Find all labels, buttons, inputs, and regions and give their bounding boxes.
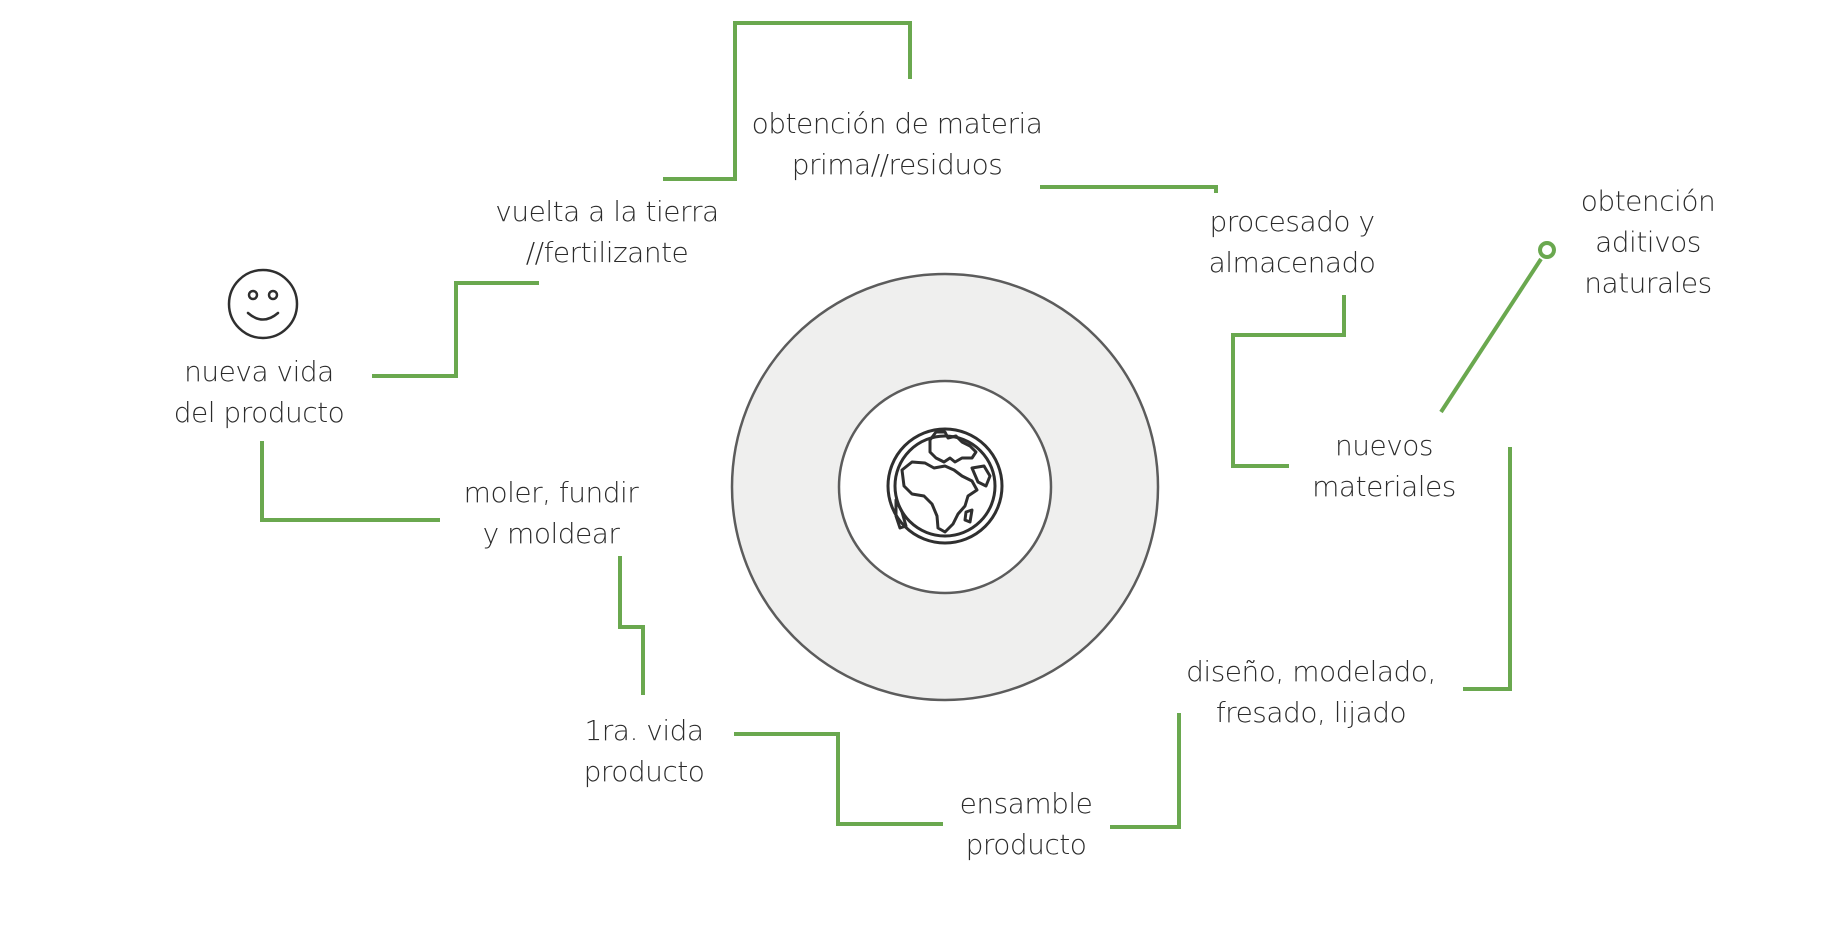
label-design-line-2: fresado, lijado [1215,696,1407,729]
connector-return-to-raw [663,21,912,181]
smiley-face-icon [227,268,299,340]
label-new-materials: nuevos materiales [1312,425,1456,507]
label-new-life: nueva vida del producto [174,351,345,433]
label-new-life-line-1: nueva vida [184,355,334,388]
connector-grind-to-new-life [260,441,440,522]
connector-additives [1439,257,1543,414]
label-design-line-1: diseño, modelado, [1186,655,1436,688]
label-processing-line-2: almacenado [1208,246,1376,279]
label-processing: procesado y almacenado [1209,201,1376,283]
inner-ring [837,379,1053,595]
label-return-to-earth-line-1: vuelta a la tierra [495,195,719,228]
label-raw-material: obtención de materia prima//residuos [752,103,1043,185]
label-first-life-line-2: producto [583,755,705,788]
label-first-life-line-1: 1ra. vida [584,714,704,747]
label-grind: moler, fundir y moldear [464,472,639,554]
connector-additives-endpoint [1538,241,1556,259]
label-new-materials-line-2: materiales [1312,470,1456,503]
label-additives-line-1: obtención [1580,184,1716,218]
connector-new-materials-to-design [1463,447,1512,691]
label-new-life-line-2: del producto [173,396,345,429]
label-assembly-line-1: ensamble [959,787,1093,820]
connector-design-to-assembly [1110,713,1181,829]
connector-new-life-to-return [372,281,539,378]
label-additives-line-3: naturales [1584,266,1712,300]
label-assembly-line-2: producto [965,828,1087,861]
label-assembly: ensamble producto [960,783,1093,865]
label-design: diseño, modelado, fresado, lijado [1186,651,1436,733]
label-processing-line-1: procesado y [1209,205,1375,238]
connector-raw-to-processing [1040,185,1218,193]
label-grind-line-2: y moldear [482,517,620,550]
label-additives: obtención aditivos naturales [1580,181,1716,304]
label-new-materials-line-1: nuevos [1334,429,1434,462]
label-return-to-earth: vuelta a la tierra //fertilizante [495,191,719,273]
label-raw-material-line-1: obtención de materia [751,107,1043,140]
connector-processing-to-new-materials [1231,295,1346,468]
label-additives-line-2: aditivos [1595,225,1701,259]
label-return-to-earth-line-2: //fertilizante [525,236,689,269]
globe-icon [886,427,1004,545]
label-raw-material-line-2: prima//residuos [791,148,1003,181]
label-first-life: 1ra. vida producto [584,710,705,792]
label-grind-line-1: moler, fundir [463,476,639,509]
connector-first-life-to-grind [618,556,645,695]
connector-assembly-to-first-life [734,732,943,826]
